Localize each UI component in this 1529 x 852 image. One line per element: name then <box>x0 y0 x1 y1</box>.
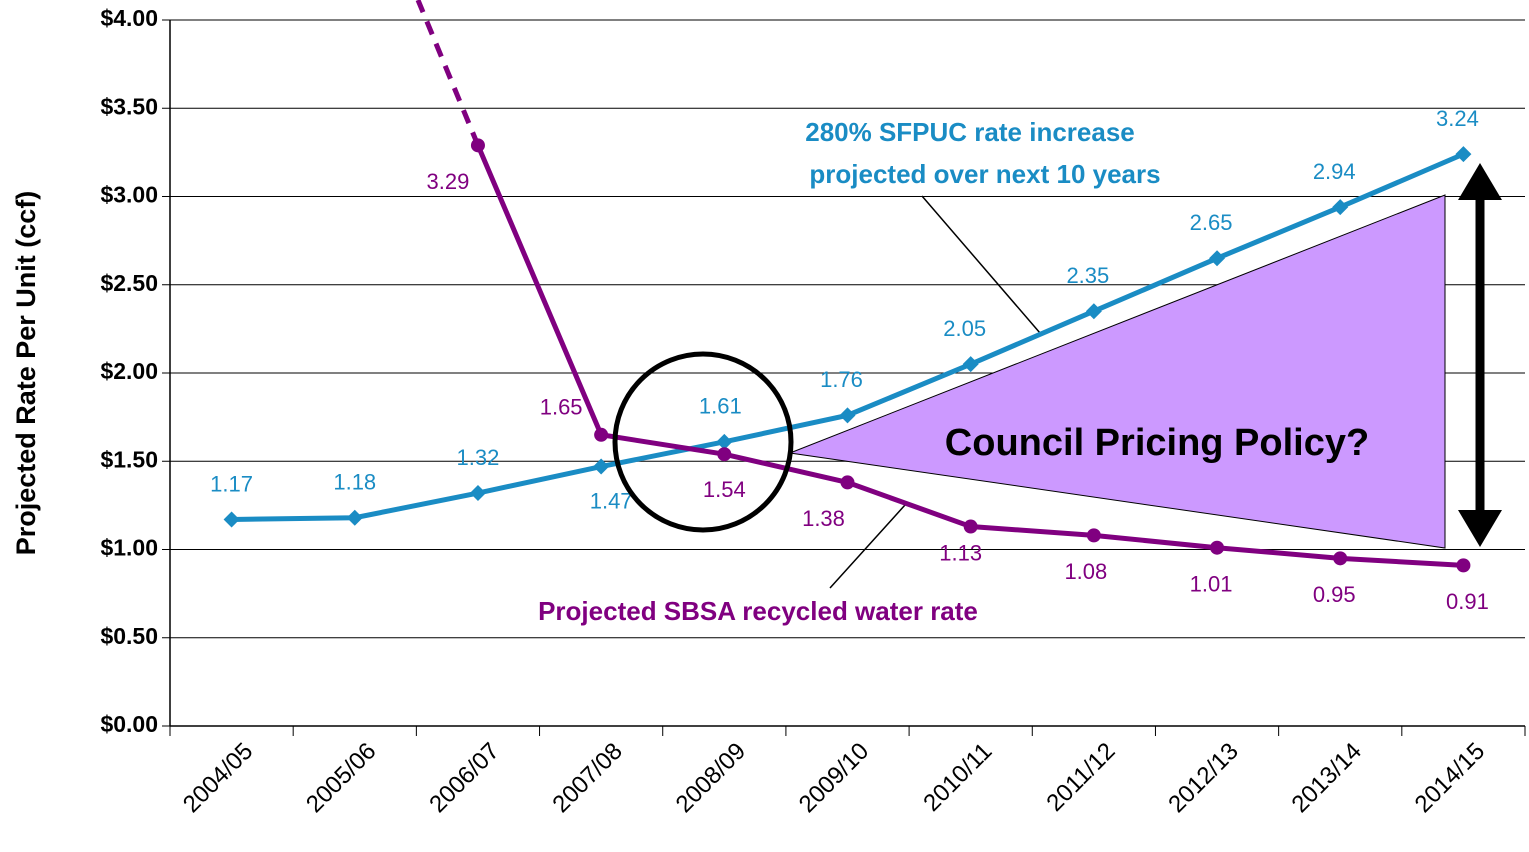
x-tick-label: 2012/13 <box>1163 738 1243 818</box>
marker <box>470 138 485 153</box>
marker <box>1456 558 1471 573</box>
marker <box>962 356 979 373</box>
x-tick-label: 2010/11 <box>918 738 997 817</box>
y-tick-label: $3.50 <box>100 93 158 119</box>
data-label: 2.35 <box>1066 263 1109 288</box>
data-label: 3.29 <box>427 169 470 194</box>
marker <box>1333 551 1348 566</box>
annotation: projected over next 10 years <box>809 159 1160 189</box>
y-tick-label: $4.00 <box>100 5 158 31</box>
y-tick-label: $0.50 <box>100 623 158 649</box>
x-tick-label: 2008/09 <box>671 738 751 818</box>
y-tick-label: $1.00 <box>100 535 158 561</box>
y-tick-label: $0.00 <box>100 711 158 737</box>
data-label: 2.94 <box>1313 159 1356 184</box>
leader-line <box>921 195 1041 334</box>
marker <box>1086 528 1101 543</box>
highlight-circle <box>612 351 794 533</box>
data-label: 1.32 <box>457 445 500 470</box>
marker <box>469 485 486 502</box>
marker <box>717 447 732 462</box>
marker <box>223 511 240 528</box>
y-tick-label: $2.00 <box>100 358 158 384</box>
marker <box>1455 146 1472 163</box>
marker <box>594 427 609 442</box>
data-label: 1.38 <box>802 506 845 531</box>
y-tick-label: $2.50 <box>100 270 158 296</box>
data-label: 1.13 <box>939 540 982 565</box>
marker <box>840 475 855 490</box>
arrow-head <box>1458 510 1502 547</box>
x-tick-label: 2009/10 <box>794 738 874 818</box>
x-tick-label: 2004/05 <box>178 738 258 818</box>
data-label: 1.18 <box>333 470 376 495</box>
data-label: 1.54 <box>703 477 746 502</box>
y-tick-label: $3.00 <box>100 182 158 208</box>
data-label: 1.61 <box>699 394 742 419</box>
marker <box>963 519 978 534</box>
data-label: 1.76 <box>820 367 863 392</box>
data-label: 2.05 <box>943 316 986 341</box>
marker <box>346 509 363 526</box>
arrow-head <box>1458 163 1502 200</box>
annotation: 280% SFPUC rate increase <box>805 117 1135 147</box>
x-tick-label: 2011/12 <box>1041 738 1120 817</box>
marker <box>839 407 856 424</box>
marker <box>1085 303 1102 320</box>
data-label: 2.65 <box>1190 210 1233 235</box>
annotation: Council Pricing Policy? <box>945 422 1369 464</box>
leader-line <box>829 504 906 589</box>
pricing-gap-wedge <box>788 194 1446 549</box>
dashed-extension <box>415 0 481 147</box>
y-axis-label: Projected Rate Per Unit (ccf) <box>11 191 41 556</box>
x-tick-label: 2013/14 <box>1287 738 1367 818</box>
x-tick-label: 2005/06 <box>301 738 381 818</box>
data-label: 1.47 <box>590 488 633 513</box>
y-tick-label: $1.50 <box>100 446 158 472</box>
marker <box>1210 540 1225 555</box>
data-label: 0.95 <box>1313 582 1356 607</box>
marker <box>593 458 610 475</box>
marker <box>1332 199 1349 216</box>
marker <box>1209 250 1226 267</box>
data-label: 0.91 <box>1446 589 1489 614</box>
data-label: 1.08 <box>1064 559 1107 584</box>
x-tick-label: 2014/15 <box>1410 738 1490 818</box>
annotation: Projected SBSA recycled water rate <box>538 596 978 626</box>
marker <box>716 433 733 450</box>
data-label: 1.01 <box>1190 572 1233 597</box>
x-tick-label: 2007/08 <box>547 738 627 818</box>
data-label: 1.17 <box>210 471 253 496</box>
data-label: 3.24 <box>1436 106 1479 131</box>
data-label: 1.65 <box>540 395 583 420</box>
x-tick-label: 2006/07 <box>424 738 504 818</box>
